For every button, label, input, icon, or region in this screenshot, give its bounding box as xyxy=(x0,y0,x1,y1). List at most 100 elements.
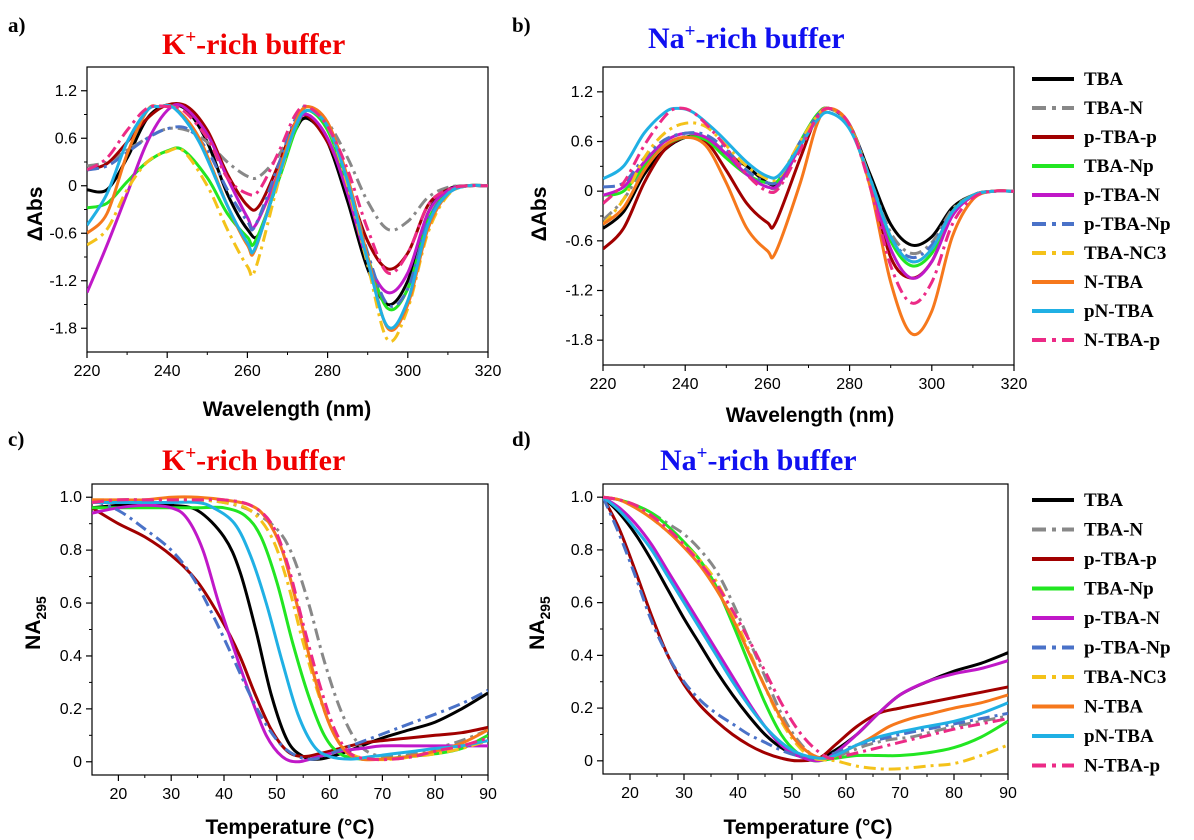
legend-label-tba-np: TBA-Np xyxy=(1084,156,1154,177)
series-line-tba-np xyxy=(92,505,488,762)
x-axis-title-d: Temperature (°C) xyxy=(723,816,892,839)
y-tick-label: 1.0 xyxy=(60,489,82,506)
x-tick-label: 60 xyxy=(321,786,339,803)
y-tick-label: 1.0 xyxy=(571,489,593,506)
x-tick-label: 30 xyxy=(675,785,693,802)
y-tick-label: 0.6 xyxy=(60,595,82,612)
x-tick-label: 280 xyxy=(314,363,341,380)
legend-label-tba: TBA xyxy=(1084,490,1123,511)
panel-title-c: K+-rich buffer xyxy=(162,443,345,477)
legend-top: TBA TBA-N p-TBA-p TBA-Np p-TBA-N p-TBA-Np TBA-… xyxy=(1032,69,1171,351)
y-tick-label: 0.8 xyxy=(571,542,593,559)
x-axis-title-b: Wavelength (nm) xyxy=(726,404,894,427)
y-tick-label: -0.6 xyxy=(49,225,77,242)
x-tick-label: 60 xyxy=(837,785,855,802)
legend-label-p-tba-p: p-TBA-p xyxy=(1084,549,1157,570)
series-line-p-tba-np xyxy=(87,104,488,308)
y-tick-label: 0.6 xyxy=(571,134,593,151)
x-tick-label: 20 xyxy=(621,785,639,802)
y-tick-label: -0.6 xyxy=(565,233,593,250)
x-tick-label: 240 xyxy=(672,376,699,393)
x-tick-label: 80 xyxy=(426,786,444,803)
legend-label-pn-tba: pN-TBA xyxy=(1084,726,1154,747)
panel-letter-a: a) xyxy=(8,13,26,37)
y-tick-label: 0.2 xyxy=(60,701,82,718)
panel-letter-d: d) xyxy=(512,427,531,451)
series-line-pn-tba xyxy=(87,103,488,330)
legend-label-p-tba-n: p-TBA-N xyxy=(1084,185,1160,206)
series-line-p-tba-np xyxy=(92,498,488,761)
legend-label-p-tba-p: p-TBA-p xyxy=(1084,127,1157,148)
y-tick-label: -1.8 xyxy=(565,332,593,349)
x-tick-label: 300 xyxy=(394,363,421,380)
legend-label-tba-np: TBA-Np xyxy=(1084,579,1154,600)
y-axis-title-c: NA295 xyxy=(22,596,49,650)
y-tick-label: 0.6 xyxy=(571,595,593,612)
panel-title-d: Na+-rich buffer xyxy=(660,443,857,477)
series-line-n-tba xyxy=(603,495,1008,761)
series-line-tba xyxy=(92,501,488,761)
x-tick-label: 70 xyxy=(891,785,909,802)
series-line-pn-tba xyxy=(92,500,488,761)
y-tick-label: 1.2 xyxy=(55,83,77,100)
y-axis-title-b: ΔAbs xyxy=(528,187,551,242)
series-line-n-tba-p xyxy=(87,104,488,276)
legend-label-tba-n: TBA-N xyxy=(1084,98,1143,119)
x-tick-label: 220 xyxy=(590,376,617,393)
legend-label-tba-nc3: TBA-NC3 xyxy=(1084,243,1166,264)
legend-label-p-tba-np: p-TBA-Np xyxy=(1084,638,1171,659)
x-tick-label: 40 xyxy=(215,786,233,803)
legend-bottom: TBA TBA-N p-TBA-p TBA-Np p-TBA-N p-TBA-Np TBA-… xyxy=(1032,490,1171,777)
y-tick-label: 1.2 xyxy=(571,84,593,101)
plot-c: 20 30 40 50 60 70 80 90 0 0.2 0.4 0.6 0.8 1.0 xyxy=(60,483,497,803)
x-tick-label: 50 xyxy=(783,785,801,802)
x-axis-title-c: Temperature (°C) xyxy=(205,816,374,839)
plot-d: 20 30 40 50 60 70 80 90 0 0.2 0.4 0.6 0.8 1.0 xyxy=(571,483,1017,802)
x-tick-label: 80 xyxy=(945,785,963,802)
series-line-tba xyxy=(603,496,1008,760)
y-tick-label: 0.4 xyxy=(60,648,82,665)
series-line-n-tba-p xyxy=(92,498,488,762)
x-tick-label: 50 xyxy=(268,786,286,803)
legend-label-n-tba: N-TBA xyxy=(1084,272,1143,293)
panel-title-a: K+-rich buffer xyxy=(162,27,345,61)
y-tick-label: -1.2 xyxy=(49,273,77,290)
panel-letter-b: b) xyxy=(512,13,531,37)
x-tick-label: 320 xyxy=(1001,376,1028,393)
panel-letter-c: c) xyxy=(8,427,24,451)
plot-b: 220 240 260 280 300 320 -1.8 -1.2 -0.6 0 0.6 1.2 xyxy=(565,66,1028,393)
legend-label-tba-nc3: TBA-NC3 xyxy=(1084,667,1166,688)
x-tick-label: 20 xyxy=(110,786,128,803)
y-tick-label: 0.2 xyxy=(571,700,593,717)
y-tick-label: 0 xyxy=(73,754,82,771)
x-tick-label: 280 xyxy=(836,376,863,393)
y-tick-label: 0 xyxy=(68,178,77,195)
x-tick-label: 240 xyxy=(154,363,181,380)
series-line-n-tba xyxy=(603,106,1014,337)
x-tick-label: 30 xyxy=(162,786,180,803)
series-line-tba-nc3 xyxy=(603,495,1008,771)
series-line-tba-n xyxy=(603,495,1008,760)
x-tick-label: 300 xyxy=(918,376,945,393)
y-axis-title-a: ΔAbs xyxy=(24,187,47,242)
series-line-tba-np xyxy=(603,495,1008,763)
series-line-n-tba-p xyxy=(603,106,1014,305)
legend-label-n-tba-p: N-TBA-p xyxy=(1084,756,1160,777)
y-tick-label: 0.6 xyxy=(55,130,77,147)
x-tick-label: 320 xyxy=(475,363,502,380)
legend-label-tba-n: TBA-N xyxy=(1084,520,1143,541)
plot-a: 220 240 260 280 300 320 -1.8 -1.2 -0.6 0 0.6 1.2 xyxy=(49,66,502,380)
x-tick-label: 220 xyxy=(74,363,101,380)
y-tick-label: 0 xyxy=(584,183,593,200)
x-tick-label: 260 xyxy=(234,363,261,380)
series-line-n-tba-p xyxy=(603,495,1008,761)
y-tick-label: 0 xyxy=(584,753,593,770)
series-line-p-tba-n xyxy=(92,503,488,764)
x-tick-label: 70 xyxy=(374,786,392,803)
legend-label-p-tba-np: p-TBA-Np xyxy=(1084,214,1171,235)
legend-label-tba: TBA xyxy=(1084,69,1123,90)
legend-label-n-tba: N-TBA xyxy=(1084,697,1143,718)
series-line-tba-nc3 xyxy=(603,106,1014,264)
y-axis-title-d: NA295 xyxy=(526,596,553,650)
